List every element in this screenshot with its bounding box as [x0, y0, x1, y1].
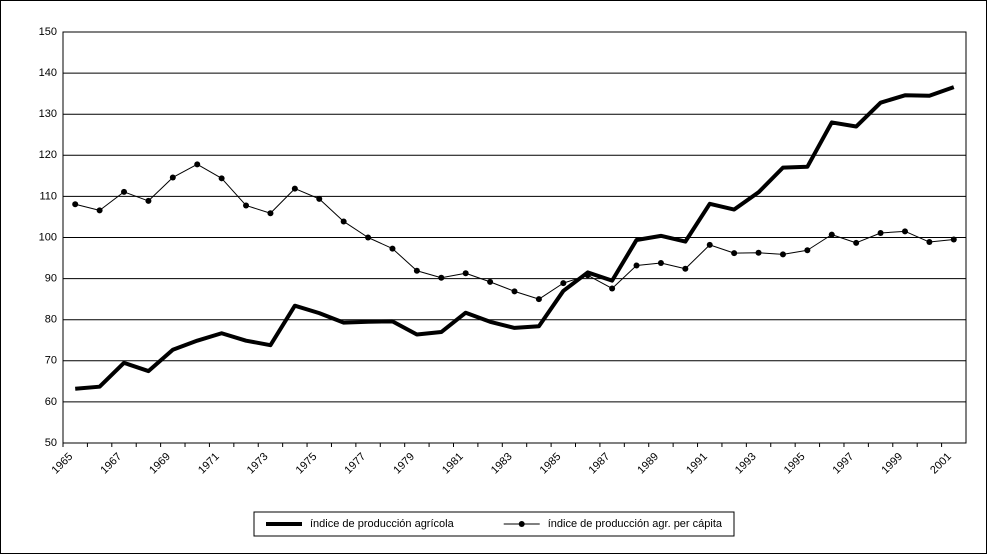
series-marker	[657, 259, 664, 266]
series-marker	[169, 174, 176, 181]
series-marker	[853, 239, 860, 246]
series-marker	[462, 270, 469, 277]
plot-border	[62, 31, 967, 444]
series-marker	[609, 285, 616, 292]
series-marker	[535, 296, 542, 303]
series-marker	[584, 272, 591, 279]
series-marker	[487, 278, 494, 285]
series-marker	[901, 228, 908, 235]
series-marker	[877, 229, 884, 236]
series-marker	[413, 267, 420, 274]
series-marker	[121, 188, 128, 195]
series-marker	[291, 185, 298, 192]
y-tick-label: 50	[45, 437, 57, 449]
series-marker	[145, 197, 152, 204]
series-line	[75, 85, 955, 391]
series-marker	[340, 218, 347, 225]
series-marker	[243, 202, 250, 209]
series-marker	[828, 231, 835, 238]
series-marker	[682, 265, 689, 272]
series-marker	[438, 274, 445, 281]
series-marker	[950, 236, 957, 243]
series-marker	[779, 251, 786, 258]
legend-box	[253, 511, 735, 537]
y-tick-label: 60	[45, 396, 57, 408]
series-marker	[72, 201, 79, 208]
y-tick-label: 150	[39, 26, 57, 38]
y-tick-label: 90	[45, 273, 57, 285]
legend: índice de producción agrícola índice de p…	[253, 511, 735, 537]
series-marker	[267, 210, 274, 217]
series-marker	[926, 239, 933, 246]
series-marker	[194, 161, 201, 168]
series-marker	[706, 241, 713, 248]
series-marker	[755, 249, 762, 256]
y-tick-label: 110	[39, 190, 57, 202]
y-tick-label: 120	[39, 149, 57, 161]
y-tick-label: 100	[39, 231, 57, 243]
legend-label: índice de producción agrícola	[310, 518, 455, 530]
series-marker	[365, 234, 372, 241]
series-marker	[560, 280, 567, 287]
y-tick-label: 130	[39, 108, 57, 120]
series-marker	[804, 247, 811, 254]
y-tick-label: 70	[45, 355, 57, 367]
series-marker	[96, 207, 103, 214]
y-tick-label: 140	[39, 67, 57, 79]
series-marker	[731, 250, 738, 257]
series-marker	[511, 288, 518, 295]
y-tick-label: 80	[45, 314, 57, 326]
legend-label: índice de producción agr. per cápita	[548, 518, 723, 530]
series-marker	[389, 245, 396, 252]
series-marker	[633, 262, 640, 269]
series-marker	[218, 175, 225, 182]
legend-marker	[518, 521, 525, 527]
series-marker	[316, 195, 323, 202]
